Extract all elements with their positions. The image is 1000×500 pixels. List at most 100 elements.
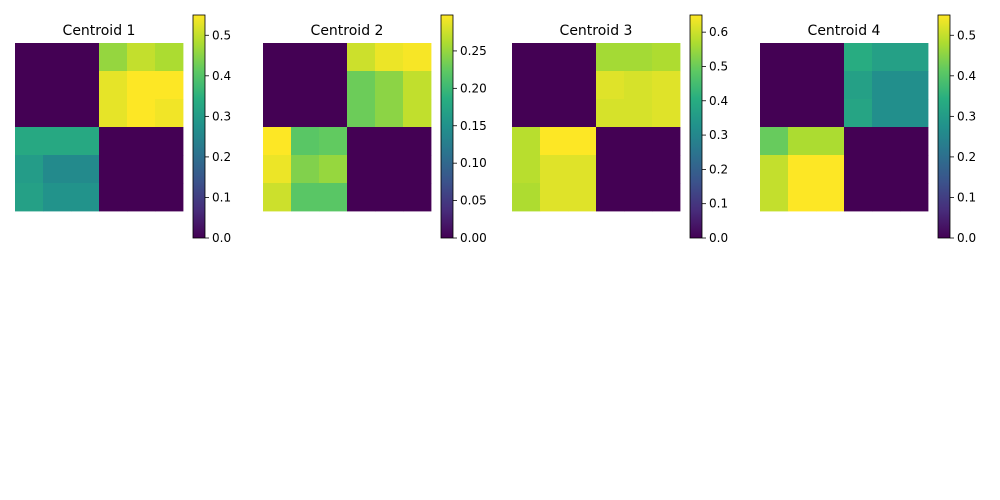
heatmap-cell (403, 43, 432, 72)
colorbar (937, 14, 951, 239)
colorbar-tick-label: 0.2 (957, 150, 976, 164)
heatmap-cell (568, 99, 597, 128)
heatmap-cell (291, 127, 320, 156)
colorbar-tick-label: 0.1 (709, 197, 728, 211)
heatmap-cell (155, 71, 184, 100)
heatmap-cell (760, 43, 789, 72)
heatmap-cell (652, 71, 681, 100)
heatmap-cell (872, 155, 901, 184)
heatmap-cell (319, 127, 348, 156)
heatmap-cell (127, 127, 156, 156)
heatmap-cell (263, 99, 292, 128)
heatmap-cell (512, 43, 541, 72)
colorbar (192, 14, 206, 239)
heatmap-cell (788, 71, 817, 100)
colorbar-tick-label: 0.1 (212, 190, 231, 204)
heatmap-cell (844, 127, 873, 156)
colorbar-tick-label: 0.3 (957, 109, 976, 123)
heatmap-cell (71, 43, 100, 72)
colorbar-tick-label: 0.05 (460, 194, 487, 208)
colorbar-tick-label: 0.5 (212, 28, 231, 42)
heatmap-cell (99, 183, 128, 212)
heatmap-cell (760, 99, 789, 128)
heatmap-cell (540, 183, 569, 212)
heatmap-cell (816, 99, 845, 128)
heatmap-cell (403, 99, 432, 128)
heatmap-cell (900, 183, 929, 212)
panel-title: Centroid 2 (311, 23, 384, 39)
colorbar-tick-label: 0.0 (709, 231, 728, 245)
heatmap-cell (127, 183, 156, 212)
heatmap-cell (568, 183, 597, 212)
colorbar-tick-label: 0.0 (957, 231, 976, 245)
colorbar-tick-label: 0.10 (460, 156, 487, 170)
heatmap-cell (568, 43, 597, 72)
heatmap-cell (347, 43, 376, 72)
heatmap-cell (375, 43, 404, 72)
heatmap-cell (403, 127, 432, 156)
heatmap-cell (263, 43, 292, 72)
heatmap-cell (788, 183, 817, 212)
heatmap-cell (872, 183, 901, 212)
heatmap-cell (816, 183, 845, 212)
heatmap-cell (43, 127, 72, 156)
heatmap-cell (403, 71, 432, 100)
heatmap-cell (127, 43, 156, 72)
heatmap-cell (512, 71, 541, 100)
heatmap-cell (596, 127, 625, 156)
heatmap-cell (99, 155, 128, 184)
heatmap-cell (15, 43, 44, 72)
heatmap-cell (624, 183, 653, 212)
colorbar-tick-label: 0.3 (709, 128, 728, 142)
colorbar-tick-label: 0.00 (460, 231, 487, 245)
panel-title: Centroid 4 (808, 23, 881, 39)
centroid-panel: Centroid 4 0.0 0.1 0.2 0.3 0.4 0.5 (760, 14, 976, 245)
heatmap-cell (596, 155, 625, 184)
heatmap-cell (99, 127, 128, 156)
heatmap-cell (760, 155, 789, 184)
heatmap-cell (816, 71, 845, 100)
heatmap-cell (43, 99, 72, 128)
heatmap-cell (788, 99, 817, 128)
heatmap-cell (403, 155, 432, 184)
heatmap-cell (155, 127, 184, 156)
heatmap-cell (624, 43, 653, 72)
heatmap-cell (596, 43, 625, 72)
heatmap-cell (43, 71, 72, 100)
heatmap-cell (155, 43, 184, 72)
heatmap-cell (155, 183, 184, 212)
heatmap-cell (760, 71, 789, 100)
heatmap-cell (596, 183, 625, 212)
heatmap-cell (43, 155, 72, 184)
heatmap-cell (568, 155, 597, 184)
panel-title: Centroid 1 (63, 23, 136, 39)
heatmap-cell (844, 183, 873, 212)
heatmap-cell (872, 43, 901, 72)
heatmap-cell (127, 155, 156, 184)
heatmap-cell (15, 155, 44, 184)
heatmap-cell (71, 127, 100, 156)
heatmap-cell (375, 71, 404, 100)
heatmap-cell (900, 71, 929, 100)
heatmap-cell (319, 43, 348, 72)
colorbar-tick-label: 0.0 (212, 231, 231, 245)
heatmap-cell (291, 155, 320, 184)
heatmap-cell (872, 99, 901, 128)
heatmap-cell (347, 183, 376, 212)
heatmap-cell (71, 155, 100, 184)
heatmap-cell (512, 183, 541, 212)
colorbar-tick-label: 0.3 (212, 109, 231, 123)
heatmap-cell (15, 127, 44, 156)
heatmap-cell (155, 99, 184, 128)
heatmap-cell (155, 155, 184, 184)
heatmap-cell (624, 127, 653, 156)
heatmap-cell (512, 99, 541, 128)
heatmap-cell (652, 127, 681, 156)
colorbar-tick-label: 0.5 (957, 28, 976, 42)
heatmap-cell (596, 71, 625, 100)
heatmap-cell (291, 43, 320, 72)
colorbar-tick-label: 0.6 (709, 25, 728, 39)
heatmap-cell (540, 99, 569, 128)
heatmap-cell (900, 43, 929, 72)
